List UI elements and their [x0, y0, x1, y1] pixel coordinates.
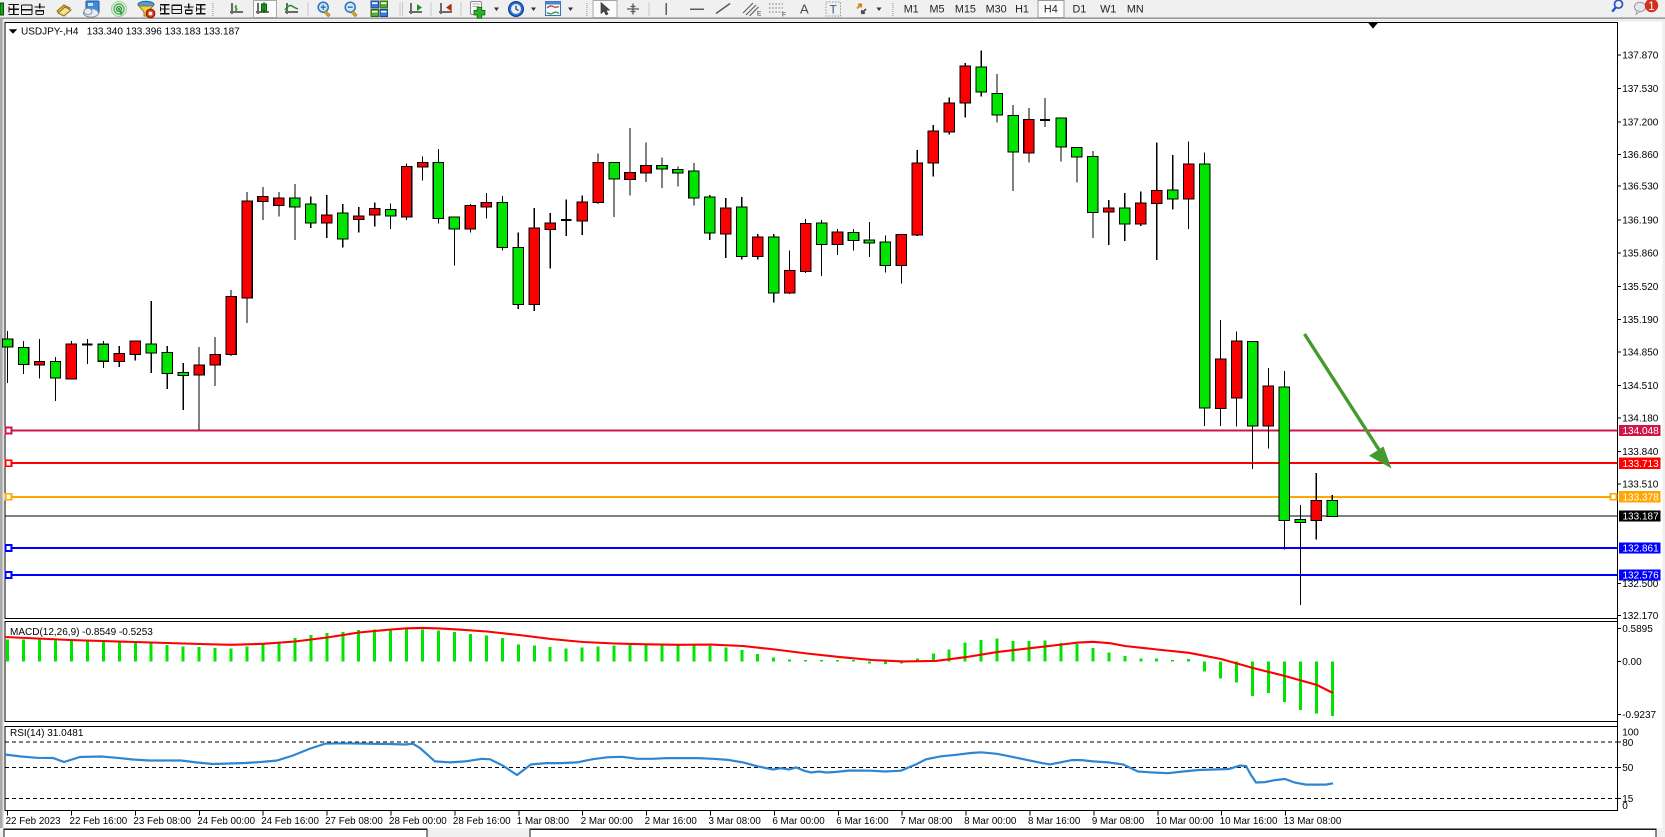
svg-text:137.530: 137.530 [1622, 84, 1659, 95]
svg-text:6 Mar 00:00: 6 Mar 00:00 [772, 816, 825, 827]
svg-text:135.190: 135.190 [1622, 315, 1659, 326]
svg-text:8 Mar 00:00: 8 Mar 00:00 [964, 816, 1017, 827]
svg-text:H1: H1 [1015, 3, 1029, 15]
svg-text:6 Mar 16:00: 6 Mar 16:00 [836, 816, 889, 827]
svg-text:134.180: 134.180 [1622, 414, 1659, 425]
svg-text:134.510: 134.510 [1622, 381, 1659, 392]
svg-text:2 Mar 00:00: 2 Mar 00:00 [581, 816, 634, 827]
svg-text:1: 1 [1648, 1, 1654, 13]
svg-text:M15: M15 [955, 3, 976, 15]
svg-text:H4: H4 [1044, 3, 1058, 15]
svg-text:132.576: 132.576 [1623, 571, 1660, 582]
svg-text:MN: MN [1127, 3, 1144, 15]
svg-text:135.520: 135.520 [1622, 282, 1659, 293]
svg-text:13 Mar 08:00: 13 Mar 08:00 [1284, 816, 1342, 827]
svg-text:-0.9237: -0.9237 [1622, 710, 1656, 721]
svg-text:T: T [830, 3, 838, 17]
svg-text:27 Feb 08:00: 27 Feb 08:00 [325, 816, 383, 827]
svg-text:28 Feb 00:00: 28 Feb 00:00 [389, 816, 447, 827]
svg-text:2 Mar 16:00: 2 Mar 16:00 [645, 816, 698, 827]
svg-text:F: F [782, 12, 786, 19]
svg-text:D1: D1 [1072, 3, 1086, 15]
svg-text:133.713: 133.713 [1623, 459, 1660, 470]
svg-text:132.500: 132.500 [1622, 579, 1659, 590]
svg-text:0.5895: 0.5895 [1622, 624, 1653, 635]
svg-text:137.870: 137.870 [1622, 51, 1659, 62]
svg-text:137.200: 137.200 [1622, 118, 1659, 129]
svg-text:10 Mar 00:00: 10 Mar 00:00 [1156, 816, 1214, 827]
svg-text:22 Feb 16:00: 22 Feb 16:00 [70, 816, 128, 827]
svg-text:M30: M30 [986, 3, 1007, 15]
svg-text:15: 15 [1622, 794, 1634, 805]
svg-text:3 Mar 08:00: 3 Mar 08:00 [709, 816, 762, 827]
svg-text:136.190: 136.190 [1622, 216, 1659, 227]
svg-text:136.530: 136.530 [1622, 182, 1659, 193]
svg-text:24 Feb 16:00: 24 Feb 16:00 [261, 816, 319, 827]
svg-text:134.048: 134.048 [1623, 426, 1660, 437]
svg-text:135.860: 135.860 [1622, 249, 1659, 260]
svg-text:133.840: 133.840 [1622, 447, 1659, 458]
svg-text:100: 100 [1622, 728, 1639, 739]
svg-text:0.00: 0.00 [1622, 657, 1642, 668]
svg-text:132.861: 132.861 [1623, 544, 1660, 555]
svg-text:23 Feb 08:00: 23 Feb 08:00 [133, 816, 191, 827]
svg-text:10 Mar 16:00: 10 Mar 16:00 [1220, 816, 1278, 827]
svg-text:132.170: 132.170 [1622, 611, 1659, 622]
svg-text:136.860: 136.860 [1622, 150, 1659, 161]
svg-text:134.850: 134.850 [1622, 348, 1659, 359]
svg-text:USDJPY-,H4 133.340 133.396 1: USDJPY-,H4 133.340 133.396 133.183 133.1… [21, 27, 240, 38]
svg-text:24 Feb 00:00: 24 Feb 00:00 [197, 816, 255, 827]
svg-text:E: E [757, 11, 762, 18]
svg-text:M5: M5 [930, 3, 945, 15]
svg-text:133.378: 133.378 [1623, 492, 1660, 503]
svg-text:W1: W1 [1100, 3, 1116, 15]
svg-text:133.510: 133.510 [1622, 480, 1659, 491]
svg-text:1 Mar 08:00: 1 Mar 08:00 [517, 816, 570, 827]
svg-text:80: 80 [1622, 738, 1634, 749]
svg-text:133.187: 133.187 [1623, 512, 1660, 523]
svg-text:RSI(14) 31.0481: RSI(14) 31.0481 [10, 728, 84, 739]
svg-text:8 Mar 16:00: 8 Mar 16:00 [1028, 816, 1081, 827]
svg-text:22 Feb 2023: 22 Feb 2023 [6, 816, 62, 827]
svg-text:50: 50 [1622, 763, 1634, 774]
svg-text:28 Feb 16:00: 28 Feb 16:00 [453, 816, 511, 827]
svg-text:7 Mar 08:00: 7 Mar 08:00 [900, 816, 953, 827]
svg-text:A: A [800, 2, 809, 17]
svg-text:9 Mar 08:00: 9 Mar 08:00 [1092, 816, 1145, 827]
svg-text:0: 0 [1622, 801, 1628, 812]
svg-text:M1: M1 [904, 3, 919, 15]
svg-text:MACD(12,26,9) -0.8549 -0.5253: MACD(12,26,9) -0.8549 -0.5253 [10, 627, 153, 638]
